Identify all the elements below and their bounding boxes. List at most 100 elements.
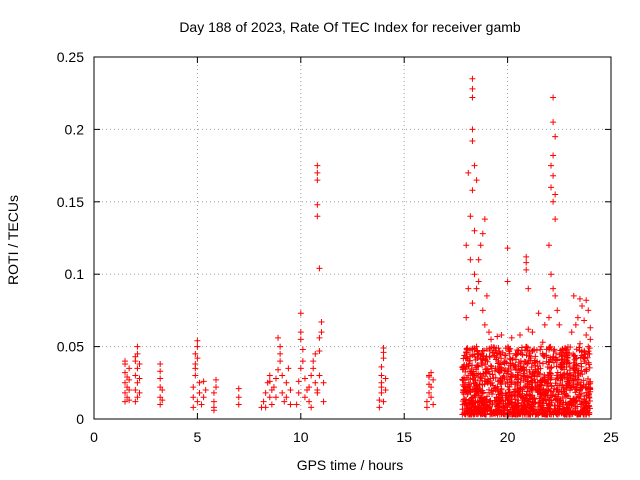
x-tick-label: 20 bbox=[500, 429, 516, 445]
data-point bbox=[573, 355, 580, 362]
data-point bbox=[578, 360, 585, 367]
data-point bbox=[478, 374, 485, 381]
data-point bbox=[192, 365, 199, 372]
data-point bbox=[563, 391, 570, 398]
data-point bbox=[554, 411, 561, 418]
data-point bbox=[200, 394, 207, 401]
data-point bbox=[563, 382, 570, 389]
data-point bbox=[477, 377, 484, 384]
data-point bbox=[559, 381, 566, 388]
data-point bbox=[565, 360, 572, 367]
data-point bbox=[134, 394, 141, 401]
data-point bbox=[557, 373, 564, 380]
data-point bbox=[472, 353, 479, 360]
x-tick-label: 15 bbox=[396, 429, 412, 445]
data-point bbox=[491, 353, 498, 360]
data-point bbox=[498, 411, 505, 418]
data-point bbox=[485, 389, 492, 396]
data-point bbox=[505, 345, 512, 352]
data-point bbox=[262, 389, 269, 396]
data-point bbox=[489, 391, 496, 398]
data-point bbox=[299, 358, 306, 365]
data-point bbox=[470, 406, 477, 413]
data-point bbox=[489, 410, 496, 417]
data-point bbox=[563, 401, 570, 408]
data-point bbox=[552, 292, 559, 299]
data-point bbox=[266, 394, 273, 401]
data-point bbox=[472, 386, 479, 393]
data-point bbox=[570, 292, 577, 299]
data-point bbox=[578, 401, 585, 408]
data-point bbox=[521, 384, 528, 391]
data-point bbox=[552, 408, 559, 415]
data-point bbox=[483, 292, 490, 299]
y-tick-label: 0.1 bbox=[65, 266, 85, 282]
data-point bbox=[277, 358, 284, 365]
grid bbox=[94, 57, 611, 419]
data-point bbox=[382, 387, 389, 394]
data-point bbox=[157, 375, 164, 382]
data-point bbox=[126, 376, 133, 383]
data-point bbox=[519, 351, 526, 358]
data-point bbox=[523, 352, 530, 359]
data-point bbox=[262, 404, 269, 411]
data-point bbox=[122, 389, 129, 396]
data-point bbox=[272, 394, 279, 401]
data-point bbox=[483, 378, 490, 385]
data-point bbox=[526, 396, 533, 403]
data-point bbox=[316, 265, 323, 272]
data-point bbox=[514, 347, 521, 354]
data-point bbox=[550, 152, 557, 159]
data-point bbox=[467, 213, 474, 220]
data-point bbox=[301, 375, 308, 382]
data-point bbox=[202, 387, 209, 394]
data-point bbox=[553, 372, 560, 379]
data-point bbox=[463, 314, 470, 321]
data-point bbox=[579, 371, 586, 378]
data-point bbox=[471, 227, 478, 234]
data-point bbox=[556, 405, 563, 412]
data-point bbox=[498, 332, 505, 339]
data-point bbox=[498, 404, 505, 411]
data-point bbox=[489, 371, 496, 378]
data-point bbox=[545, 314, 552, 321]
data-point bbox=[515, 347, 522, 354]
data-point bbox=[314, 169, 321, 176]
data-point bbox=[532, 379, 539, 386]
data-point bbox=[382, 375, 389, 382]
y-tick-label: 0.05 bbox=[57, 339, 84, 355]
data-point bbox=[586, 398, 593, 405]
data-point bbox=[477, 242, 484, 249]
data-point bbox=[126, 387, 133, 394]
data-point bbox=[488, 363, 495, 370]
data-point bbox=[480, 353, 487, 360]
data-point bbox=[558, 356, 565, 363]
data-point bbox=[287, 401, 294, 408]
y-tick-label: 0 bbox=[76, 411, 84, 427]
data-point bbox=[493, 407, 500, 414]
data-point bbox=[578, 379, 585, 386]
data-point bbox=[132, 353, 139, 360]
data-point bbox=[524, 400, 531, 407]
data-point bbox=[318, 318, 325, 325]
data-point bbox=[561, 366, 568, 373]
data-point bbox=[585, 359, 592, 366]
data-point bbox=[463, 354, 470, 361]
data-point bbox=[552, 133, 559, 140]
data-point bbox=[539, 360, 546, 367]
data-point bbox=[198, 401, 205, 408]
data-point bbox=[535, 310, 542, 317]
data-point bbox=[583, 408, 590, 415]
data-point bbox=[508, 402, 515, 409]
data-point bbox=[283, 394, 290, 401]
data-point bbox=[463, 396, 470, 403]
data-point bbox=[528, 383, 535, 390]
data-point bbox=[423, 404, 430, 411]
data-point bbox=[547, 376, 554, 383]
data-point bbox=[586, 390, 593, 397]
data-point bbox=[505, 386, 512, 393]
data-point bbox=[301, 394, 308, 401]
data-point bbox=[535, 409, 542, 416]
data-point bbox=[545, 242, 552, 249]
data-point bbox=[561, 356, 568, 363]
